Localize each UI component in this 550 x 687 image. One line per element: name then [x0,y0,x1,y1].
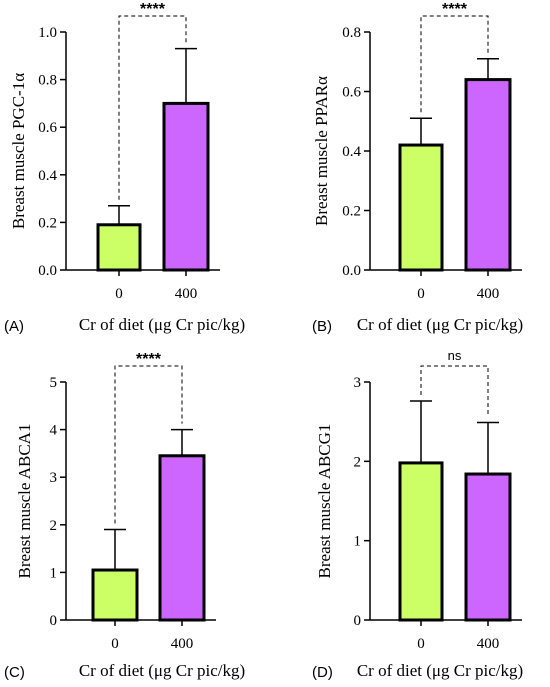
significance-bracket [420,15,489,113]
y-axis-label: Breast muscle PPARα [312,76,331,226]
x-tick-label: 400 [477,636,500,652]
y-tick-label: 0.4 [38,168,57,184]
x-tick-label: 400 [171,636,194,652]
significance-bracket [114,365,183,524]
significance-label: ns [448,348,462,363]
y-tick-label: 0.8 [342,25,361,41]
y-tick-label: 0.0 [38,263,57,279]
y-tick-label: 0.2 [342,204,361,220]
y-tick-label: 0.8 [38,73,57,89]
significance-label: **** [136,351,162,368]
bar-400 [158,454,206,622]
x-tick-label: 400 [477,286,500,302]
y-axis-label: Breast muscle ABCA1 [15,424,34,579]
y-tick-label: 3 [354,375,362,391]
y-tick-label: 2 [50,518,58,534]
chart-panel-1: 0.0 0.2 0.4 0.6 0.8 1.0 0 400 **** Breast muscle … [4,1,245,335]
bar-400 [162,101,210,272]
panel-label: (D) [312,664,333,681]
x-tick-label: 400 [175,286,198,302]
x-axis-label: Cr of diet (μg Cr pic/kg) [79,315,245,334]
significance-bracket [420,365,489,417]
x-tick-label: 0 [417,286,425,302]
y-tick-label: 1.0 [38,25,57,41]
y-tick-label: 0.4 [342,144,361,160]
y-tick-label: 0 [354,613,362,629]
x-tick-label: 0 [115,286,123,302]
y-tick-label: 1 [50,565,58,581]
panel-label: (B) [312,318,332,335]
y-tick-label: 0.0 [342,263,361,279]
significance-label: **** [140,1,166,18]
chart-panel-3: 0 1 2 3 4 5 0 400 **** Breast muscle ABCA1 Cr of d… [4,351,245,681]
y-tick-label: 2 [354,454,362,470]
x-axis-label: Cr of diet (μg Cr pic/kg) [79,661,245,680]
y-tick-label: 4 [50,423,58,439]
x-axis-label: Cr of diet (μg Cr pic/kg) [357,315,523,334]
y-axis-label: Breast muscle PGC-1α [9,73,28,229]
bar-400 [464,78,512,272]
x-axis-label: Cr of diet (μg Cr pic/kg) [357,661,523,680]
y-tick-label: 0 [50,613,58,629]
bar-0 [91,568,139,622]
chart-panel-2: 0.0 0.2 0.4 0.6 0.8 0 400 **** Breast muscle PPA… [312,1,523,335]
panel-label: (A) [4,318,24,335]
y-tick-label: 0.6 [342,85,361,101]
y-tick-label: 1 [354,534,362,550]
chart-panel-4: 0 1 2 3 0 400 ns Breast muscle ABCG1 Cr of diet … [312,348,523,681]
bar-400 [464,472,512,622]
y-axis-label: Breast muscle ABCG1 [315,424,334,579]
bar-0 [398,461,444,622]
y-tick-label: 5 [50,375,58,391]
bar-0 [96,223,142,272]
significance-bracket [118,15,187,200]
x-tick-label: 0 [111,636,119,652]
panel-label: (C) [4,664,25,681]
y-tick-label: 0.6 [38,120,57,136]
y-tick-label: 0.2 [38,215,57,231]
x-tick-label: 0 [417,636,425,652]
bar-0 [398,143,444,272]
significance-label: **** [442,1,468,18]
y-tick-label: 3 [50,470,58,486]
